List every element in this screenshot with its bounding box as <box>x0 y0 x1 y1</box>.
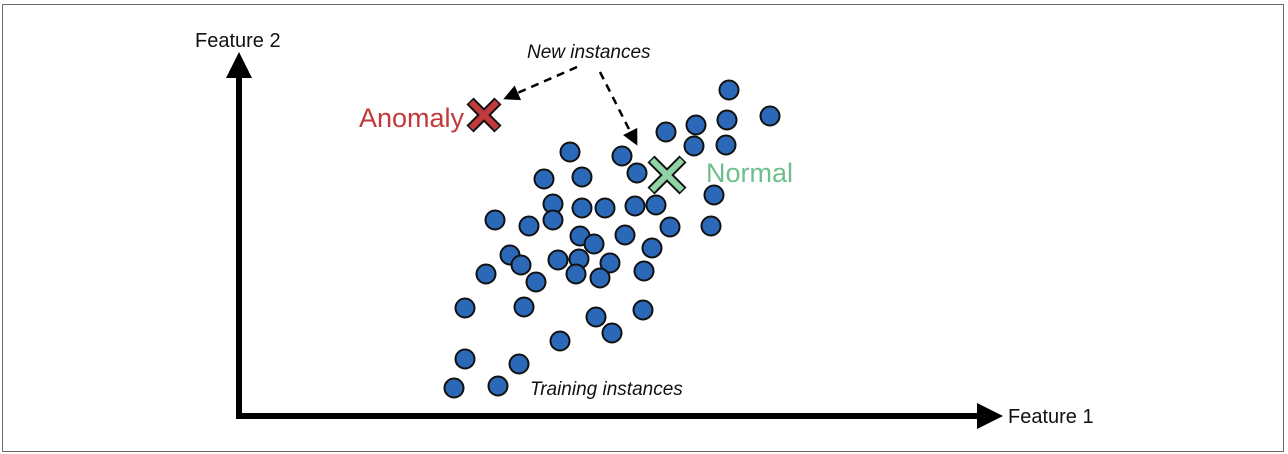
x-axis-arrowhead <box>977 403 1003 429</box>
training-instances-label: Training instances <box>530 379 683 400</box>
normal-label: Normal <box>706 158 793 188</box>
training-point <box>518 215 540 237</box>
anomaly-marker <box>466 97 502 133</box>
axes: Feature 2 Feature 1 <box>195 30 1094 429</box>
training-point <box>525 271 547 293</box>
training-point <box>614 224 636 246</box>
training-point <box>611 145 633 167</box>
training-point <box>510 254 532 276</box>
training-point <box>585 306 607 328</box>
y-axis-label: Feature 2 <box>195 30 281 52</box>
training-point <box>484 209 506 231</box>
training-point <box>594 197 616 219</box>
x-axis-label: Feature 1 <box>1008 406 1094 428</box>
training-point <box>559 141 581 163</box>
training-point <box>641 237 663 259</box>
training-point <box>549 330 571 352</box>
training-point <box>547 249 569 271</box>
training-points <box>443 79 781 399</box>
arrow-to-anomaly <box>503 65 578 101</box>
arrow-to-normal <box>598 71 638 146</box>
training-point <box>683 135 705 157</box>
training-point <box>454 297 476 319</box>
training-point <box>759 105 781 127</box>
training-point <box>443 377 465 399</box>
training-point <box>718 79 740 101</box>
training-point <box>633 260 655 282</box>
training-point <box>542 209 564 231</box>
training-point <box>632 299 654 321</box>
training-point <box>655 121 677 143</box>
training-point <box>645 194 667 216</box>
training-point <box>601 322 623 344</box>
normal-marker <box>647 155 687 195</box>
training-point <box>599 252 621 274</box>
training-point <box>565 263 587 285</box>
new-instances-annotation: New instances <box>503 42 651 146</box>
anomaly-label: Anomaly <box>359 103 465 133</box>
training-point <box>685 114 707 136</box>
y-axis-arrowhead <box>226 52 252 78</box>
new-instances-label: New instances <box>527 42 651 63</box>
training-point <box>716 109 738 131</box>
training-point <box>624 195 646 217</box>
training-point <box>589 267 611 289</box>
training-point <box>487 375 509 397</box>
training-point <box>703 184 725 206</box>
training-point <box>700 215 722 237</box>
training-point <box>508 353 530 375</box>
training-point <box>475 263 497 285</box>
training-point <box>583 233 605 255</box>
training-point <box>659 216 681 238</box>
training-point <box>715 134 737 156</box>
training-point <box>533 168 555 190</box>
training-point <box>513 296 535 318</box>
training-point <box>454 348 476 370</box>
training-point <box>571 166 593 188</box>
training-point <box>571 197 593 219</box>
training-point <box>626 162 648 184</box>
figure-frame <box>2 4 1284 452</box>
